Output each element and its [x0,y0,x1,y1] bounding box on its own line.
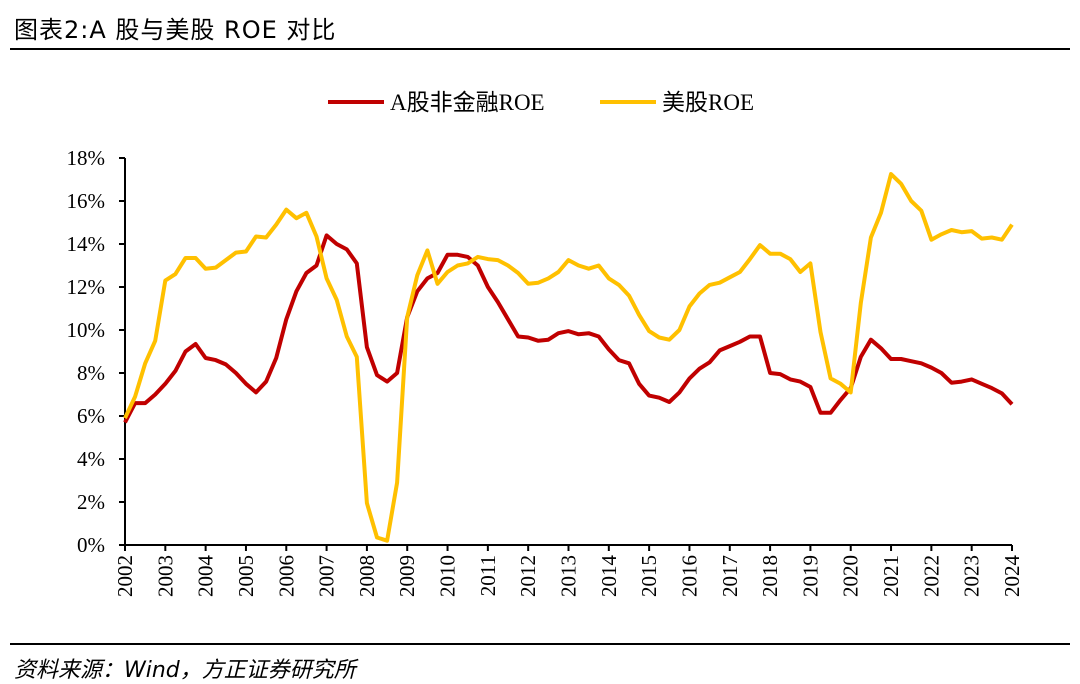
x-tick-label: 2016 [677,555,701,597]
x-tick-label: 2009 [395,555,419,597]
x-tick-label: 2019 [798,555,822,597]
chart-title: 图表2:A 股与美股 ROE 对比 [14,16,337,44]
x-tick-label: 2018 [758,555,782,597]
y-tick-label: 10% [67,318,106,342]
legend: A股非金融ROE 美股ROE [328,90,754,115]
x-tick-label: 2002 [113,555,137,597]
x-tick-label: 2012 [516,555,540,597]
series-line-a-share [123,233,1014,424]
x-tick-label: 2022 [919,555,943,597]
x-tick-label: 2007 [315,555,339,597]
series-line-us-stock [123,172,1014,543]
y-tick-label: 8% [77,361,105,385]
legend-label: 美股ROE [662,90,754,115]
x-tick-label: 2021 [879,555,903,597]
x-tick-label: 2011 [476,555,500,596]
legend-label: A股非金融ROE [390,90,545,115]
source-divider [10,643,1070,645]
x-tick-label: 2015 [637,555,661,597]
source-note: 资料来源：Wind，方正证券研究所 [14,658,356,683]
y-tick-label: 6% [77,404,105,428]
x-tick-label: 2024 [1000,555,1024,598]
x-tick-label: 2023 [960,555,984,597]
y-tick-label: 0% [77,533,105,557]
y-tick-label: 2% [77,490,105,514]
x-tick-label: 2010 [436,555,460,597]
x-tick-label: 2008 [355,555,379,597]
x-tick-label: 2020 [839,555,863,597]
y-tick-label: 4% [77,447,105,471]
series-lines [123,172,1014,543]
x-tick-label: 2013 [557,555,581,597]
title-divider [10,48,1070,50]
x-tick-label: 2004 [194,555,218,598]
y-tick-label: 12% [67,275,106,299]
x-tick-label: 2005 [234,555,258,597]
x-tick-label: 2014 [597,555,621,598]
x-tick-label: 2003 [153,555,177,597]
x-tick-label: 2006 [274,555,298,597]
y-tick-label: 16% [67,189,106,213]
y-tick-label: 14% [67,232,106,256]
y-tick-label: 18% [67,146,106,170]
x-tick-label: 2017 [718,555,742,597]
axes: 0% 2% 4% 6% 8% 10% 12% 14% 16% 18% 2002 2003 2004 200… [67,146,1025,597]
